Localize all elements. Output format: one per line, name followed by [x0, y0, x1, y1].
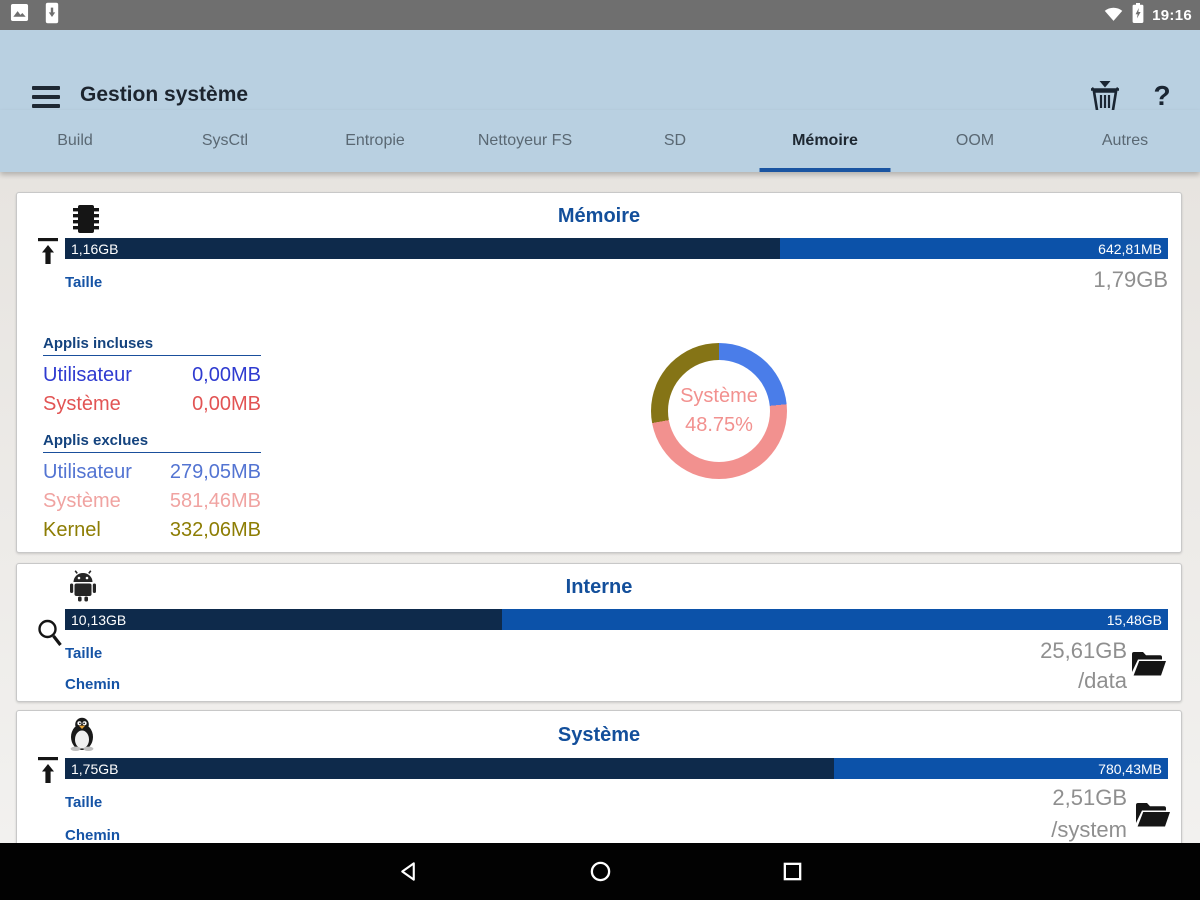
usage-bar: 1,16GB 642,81MB [65, 238, 1168, 259]
wifi-icon [1103, 4, 1124, 27]
internal-storage-card: Interne 10,13GB 15,48GB Taille 25,61GB C… [16, 563, 1182, 702]
status-bar: 19:16 [0, 0, 1200, 30]
usage-bar-used: 10,13GB [65, 609, 502, 630]
stat-row: Kernel 332,06MB [43, 519, 261, 541]
stat-row: Système 0,00MB [43, 393, 261, 415]
swap-upload-icon[interactable] [37, 756, 59, 791]
system-storage-card: Système 1,75GB 780,43MB Taille 2,51GB Ch… [16, 710, 1182, 843]
home-icon[interactable] [588, 860, 612, 884]
section-header: Applis exclues [43, 432, 261, 453]
card-title: Mémoire [557, 205, 641, 227]
memory-donut: Système 48.75% [651, 343, 787, 479]
tab-oom[interactable]: OOM [955, 132, 995, 149]
tab-nettoyeur-fs[interactable]: Nettoyeur FS [477, 132, 573, 149]
recents-icon[interactable] [780, 860, 804, 884]
tab-entropie[interactable]: Entropie [345, 132, 405, 149]
path-label: Chemin [65, 827, 121, 843]
content-area: Mémoire 1,16GB 642,81MB Taille 1,79GB Ap… [0, 172, 1200, 843]
android-nav-bar [0, 843, 1200, 900]
tux-penguin-icon [67, 717, 97, 756]
clock-text: 19:16 [1152, 6, 1192, 24]
tab-bar: Build SysCtl Entropie Nettoyeur FS SD Mé… [0, 110, 1200, 172]
memory-stats: Applis incluses Utilisateur 0,00MB Systèm… [43, 335, 261, 545]
usage-bar-free: 780,43MB [833, 758, 1168, 779]
usage-bar: 1,75GB 780,43MB [65, 758, 1168, 779]
path-value: /data [1078, 668, 1127, 693]
path-value: /system [1051, 817, 1127, 842]
memory-donut-center: Système 48.75% [668, 360, 770, 462]
tab-autres[interactable]: Autres [1101, 132, 1149, 149]
usage-bar-free: 15,48GB [501, 609, 1168, 630]
help-icon[interactable]: ? [1153, 80, 1171, 111]
open-folder-icon[interactable] [1135, 799, 1171, 834]
size-label: Taille [65, 274, 103, 291]
active-tab-indicator [759, 168, 891, 172]
app-bar: Gestion système ? [0, 30, 1200, 114]
stat-row: Système 581,46MB [43, 490, 261, 512]
usage-bar-used: 1,16GB [65, 238, 780, 259]
card-title: Système [557, 724, 641, 746]
android-robot-icon [69, 570, 97, 607]
image-notification-icon [10, 3, 29, 27]
usage-bar-free: 642,81MB [779, 238, 1168, 259]
path-label: Chemin [65, 676, 121, 693]
swap-upload-icon[interactable] [37, 237, 59, 272]
size-value: 1,79GB [1093, 267, 1168, 292]
section-header: Applis incluses [43, 335, 261, 356]
open-folder-icon[interactable] [1131, 648, 1167, 683]
usage-bar-used: 1,75GB [65, 758, 834, 779]
size-value: 2,51GB [1052, 785, 1127, 810]
card-title: Interne [565, 576, 633, 598]
tab-build[interactable]: Build [57, 132, 93, 149]
battery-charging-icon [1132, 2, 1144, 28]
page-title: Gestion système [80, 83, 249, 106]
memory-card: Mémoire 1,16GB 642,81MB Taille 1,79GB Ap… [16, 192, 1182, 553]
tab-memoire[interactable]: Mémoire [750, 110, 900, 172]
size-value: 25,61GB [1040, 638, 1127, 663]
back-icon[interactable] [396, 860, 420, 884]
magnifier-icon[interactable] [37, 618, 63, 653]
stat-row: Utilisateur 279,05MB [43, 461, 261, 483]
memory-chip-icon [73, 203, 99, 240]
stat-row: Utilisateur 0,00MB [43, 364, 261, 386]
size-label: Taille [65, 645, 103, 662]
hamburger-menu-icon[interactable] [32, 86, 60, 109]
usage-bar: 10,13GB 15,48GB [65, 609, 1168, 630]
tab-sysctl[interactable]: SysCtl [201, 132, 249, 149]
usb-phone-notification-icon [45, 2, 59, 29]
tab-sd[interactable]: SD [663, 132, 687, 149]
size-label: Taille [65, 794, 103, 811]
